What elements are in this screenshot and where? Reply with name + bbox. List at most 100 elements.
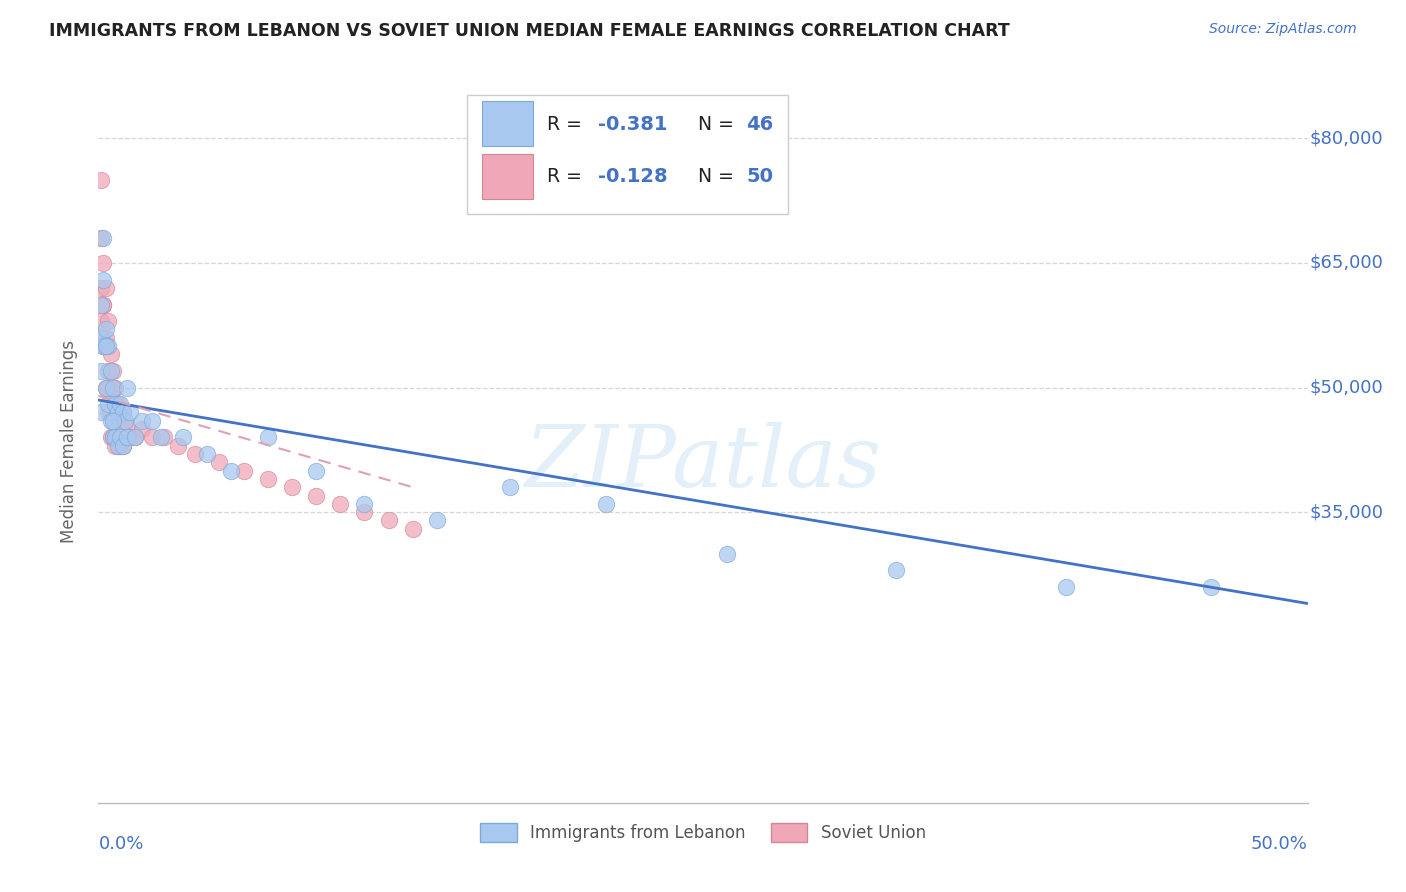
Point — [184, 447, 207, 461]
Text: R =: R = — [547, 168, 588, 186]
Point — [232, 464, 254, 478]
Text: Source: ZipAtlas.com: Source: ZipAtlas.com — [1209, 22, 1357, 37]
Point — [118, 430, 141, 444]
Point — [117, 380, 139, 394]
Point — [104, 380, 127, 394]
Point — [97, 380, 120, 394]
Point — [172, 430, 194, 444]
Point — [256, 472, 278, 486]
Text: ZIPatlas: ZIPatlas — [524, 422, 882, 505]
FancyBboxPatch shape — [482, 102, 533, 146]
Point — [595, 497, 617, 511]
Point — [94, 339, 117, 353]
Point — [91, 339, 114, 353]
Point — [100, 405, 122, 419]
Point — [131, 414, 153, 428]
Point — [101, 430, 124, 444]
Text: IMMIGRANTS FROM LEBANON VS SOVIET UNION MEDIAN FEMALE EARNINGS CORRELATION CHART: IMMIGRANTS FROM LEBANON VS SOVIET UNION … — [49, 22, 1010, 40]
Point — [100, 347, 122, 361]
Point — [108, 430, 131, 444]
Y-axis label: Median Female Earnings: Median Female Earnings — [59, 340, 77, 543]
Point — [91, 297, 114, 311]
Point — [353, 505, 375, 519]
Point — [377, 513, 399, 527]
Point — [91, 272, 114, 286]
Point — [97, 314, 120, 328]
Point — [131, 422, 153, 436]
Point — [97, 339, 120, 353]
Point — [117, 422, 139, 436]
Point — [100, 430, 122, 444]
Point — [94, 322, 117, 336]
Text: -0.128: -0.128 — [598, 168, 668, 186]
Point — [108, 405, 131, 419]
Point — [281, 480, 304, 494]
Point — [101, 380, 124, 394]
Point — [1199, 580, 1222, 594]
Point — [124, 430, 146, 444]
Point — [208, 455, 231, 469]
Point — [195, 447, 218, 461]
Text: -0.381: -0.381 — [598, 115, 668, 134]
Point — [101, 364, 124, 378]
Text: N =: N = — [686, 115, 740, 134]
Point — [90, 364, 112, 378]
Point — [91, 256, 114, 270]
Point — [111, 405, 134, 419]
Point — [90, 173, 112, 187]
Point — [90, 314, 112, 328]
Point — [90, 405, 112, 419]
Text: 50: 50 — [747, 168, 773, 186]
Point — [117, 430, 139, 444]
Text: R =: R = — [547, 115, 588, 134]
Point — [118, 405, 141, 419]
Point — [97, 405, 120, 419]
Point — [124, 430, 146, 444]
FancyBboxPatch shape — [482, 153, 533, 199]
Point — [402, 522, 425, 536]
FancyBboxPatch shape — [467, 95, 787, 214]
Text: 46: 46 — [747, 115, 773, 134]
Point — [100, 364, 122, 378]
Point — [353, 497, 375, 511]
Point — [94, 339, 117, 353]
Point — [111, 405, 134, 419]
Point — [111, 439, 134, 453]
Point — [114, 414, 136, 428]
Point — [107, 397, 129, 411]
Point — [221, 464, 243, 478]
Point — [111, 439, 134, 453]
Point — [91, 297, 114, 311]
Point — [305, 464, 328, 478]
Legend: Immigrants from Lebanon, Soviet Union: Immigrants from Lebanon, Soviet Union — [474, 816, 932, 848]
Point — [97, 364, 120, 378]
Point — [498, 480, 520, 494]
Text: $80,000: $80,000 — [1310, 129, 1384, 147]
Point — [90, 297, 112, 311]
Point — [100, 389, 122, 403]
Point — [104, 439, 127, 453]
Point — [100, 414, 122, 428]
Point — [104, 430, 127, 444]
Point — [91, 231, 114, 245]
Point — [90, 281, 112, 295]
Point — [108, 439, 131, 453]
Point — [101, 430, 124, 444]
Point — [329, 497, 352, 511]
Point — [107, 439, 129, 453]
Text: 0.0%: 0.0% — [98, 835, 143, 854]
Point — [152, 430, 174, 444]
Point — [90, 331, 112, 345]
Text: 50.0%: 50.0% — [1251, 835, 1308, 854]
Point — [141, 430, 163, 444]
Point — [141, 414, 163, 428]
Point — [94, 331, 117, 345]
Text: $65,000: $65,000 — [1310, 254, 1384, 272]
Point — [107, 439, 129, 453]
Point — [94, 380, 117, 394]
Text: N =: N = — [686, 168, 740, 186]
Point — [94, 380, 117, 394]
Text: $35,000: $35,000 — [1310, 503, 1384, 521]
Point — [101, 414, 124, 428]
Point — [94, 281, 117, 295]
